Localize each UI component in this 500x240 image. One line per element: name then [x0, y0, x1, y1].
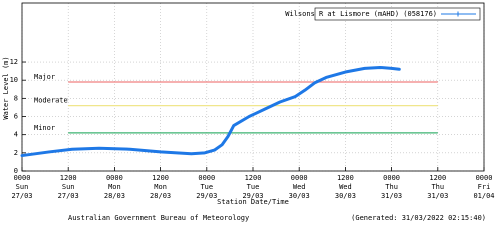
- x-tick-label: 30/03: [335, 192, 356, 200]
- series-line: [20, 65, 401, 158]
- x-tick-label: 0000: [106, 174, 123, 182]
- x-tick-label: Tue: [247, 183, 260, 191]
- x-tick-label: 31/03: [381, 192, 402, 200]
- x-tick-label: 0000: [383, 174, 400, 182]
- x-tick-label: Sun: [62, 183, 75, 191]
- x-tick-label: Wed: [339, 183, 352, 191]
- chart: Water Level (m) Station Date/Time Austra…: [2, 2, 495, 222]
- y-tick-label: 0: [14, 167, 18, 175]
- x-tick-label: Thu: [431, 183, 444, 191]
- x-tick-label: 0000: [291, 174, 308, 182]
- x-tick-label: 1200: [60, 174, 77, 182]
- x-tick-label: Wed: [293, 183, 306, 191]
- x-tick-label: Tue: [200, 183, 213, 191]
- x-tick-label: Mon: [108, 183, 121, 191]
- y-axis-label: Water Level (m): [2, 56, 10, 119]
- x-tick-label: Fri: [478, 183, 491, 191]
- legend-box: [314, 7, 481, 21]
- x-tick-label: Thu: [385, 183, 398, 191]
- y-tick-label: 12: [10, 58, 18, 66]
- y-tick-label: 8: [14, 94, 18, 102]
- threshold-label: Minor: [34, 124, 55, 132]
- footer-left: Australian Government Bureau of Meteorol…: [68, 214, 249, 222]
- x-tick-label: 0000: [14, 174, 31, 182]
- x-tick-label: Sun: [16, 183, 29, 191]
- x-tick-label: 0000: [476, 174, 493, 182]
- plot-frame: [21, 2, 485, 172]
- x-tick-label: 30/03: [289, 192, 310, 200]
- x-tick-label: 1200: [152, 174, 169, 182]
- x-tick-label: 27/03: [58, 192, 79, 200]
- y-tick-label: 4: [14, 131, 18, 139]
- x-axis-label: Station Date/Time: [217, 198, 289, 206]
- x-tick-label: 28/03: [104, 192, 125, 200]
- x-tick-label: 1200: [337, 174, 354, 182]
- x-tick-label: 29/03: [242, 192, 263, 200]
- x-tick-label: 29/03: [196, 192, 217, 200]
- threshold-label: Moderate: [34, 97, 68, 105]
- x-tick-label: 1200: [245, 174, 262, 182]
- threshold-label: Major: [34, 73, 55, 81]
- x-tick-label: 0000: [198, 174, 215, 182]
- footer-right: (Generated: 31/03/2022 02:15:40): [351, 214, 486, 222]
- x-tick-label: 1200: [429, 174, 446, 182]
- x-tick-label: 31/03: [427, 192, 448, 200]
- x-tick-label: 28/03: [150, 192, 171, 200]
- y-tick-label: 10: [10, 76, 18, 84]
- y-tick-label: 6: [14, 113, 18, 121]
- x-tick-label: 01/04: [473, 192, 494, 200]
- x-tick-label: 27/03: [11, 192, 32, 200]
- legend-label: Wilsons R at Lismore (mAHD) (058176): [285, 10, 437, 18]
- x-tick-label: Mon: [154, 183, 167, 191]
- legend-marker: [455, 11, 461, 17]
- y-tick-label: 2: [14, 149, 18, 157]
